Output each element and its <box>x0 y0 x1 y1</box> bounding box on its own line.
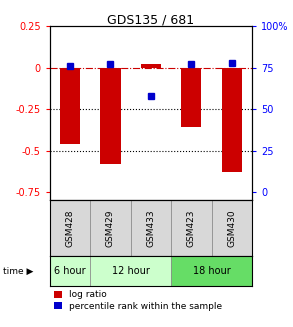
Bar <box>171 200 212 256</box>
Bar <box>60 68 80 144</box>
Bar <box>181 68 202 128</box>
Text: GSM429: GSM429 <box>106 210 115 247</box>
Text: GSM433: GSM433 <box>146 210 155 247</box>
Title: GDS135 / 681: GDS135 / 681 <box>107 13 195 26</box>
Text: time ▶: time ▶ <box>3 267 33 276</box>
Legend: log ratio, percentile rank within the sample: log ratio, percentile rank within the sa… <box>54 290 222 311</box>
Bar <box>171 256 252 286</box>
Text: GSM428: GSM428 <box>66 210 74 247</box>
Text: GSM430: GSM430 <box>227 210 236 247</box>
Bar <box>100 68 121 164</box>
Text: 6 hour: 6 hour <box>54 266 86 276</box>
Bar <box>141 64 161 68</box>
Text: 18 hour: 18 hour <box>193 266 230 276</box>
Bar <box>131 200 171 256</box>
Text: 12 hour: 12 hour <box>112 266 150 276</box>
Bar <box>50 256 90 286</box>
Bar <box>50 200 90 256</box>
Bar <box>222 68 242 172</box>
Bar <box>90 200 131 256</box>
Text: GSM423: GSM423 <box>187 210 196 247</box>
Bar <box>90 256 171 286</box>
Bar <box>212 200 252 256</box>
